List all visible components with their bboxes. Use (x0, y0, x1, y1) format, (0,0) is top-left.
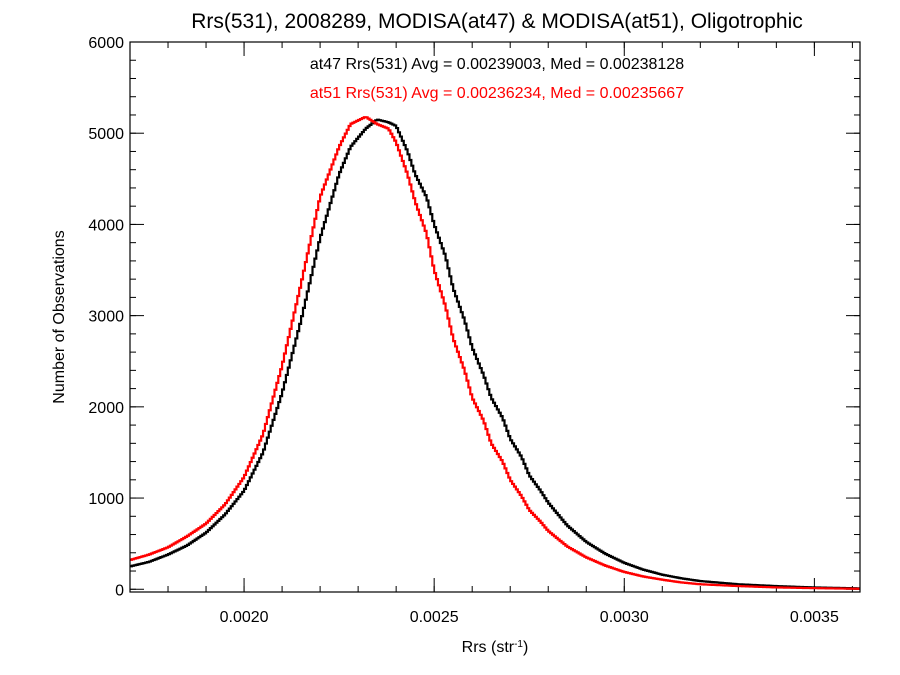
x-axis-label-main: Rrs (str (462, 639, 515, 656)
y-axis-label: Number of Observations (51, 230, 68, 403)
annotation-at47: at47 Rrs(531) Avg = 0.00239003, Med = 0.… (310, 56, 684, 73)
annotation-at51: at51 Rrs(531) Avg = 0.00236234, Med = 0.… (310, 85, 684, 102)
plot-frame (129, 41, 861, 593)
y-tick-label: 1000 (88, 491, 124, 508)
series-at51-histogram (130, 116, 860, 590)
x-tick-label: 0.0030 (600, 609, 649, 626)
y-tick-label: 0 (115, 582, 124, 599)
y-tick-label: 6000 (88, 35, 124, 52)
x-tick-label: 0.0025 (410, 609, 459, 626)
y-tick-label: 2000 (88, 400, 124, 417)
y-tick-label: 3000 (88, 309, 124, 326)
x-tick-label: 0.0020 (220, 609, 269, 626)
series-at47-histogram (130, 118, 860, 590)
y-tick-label: 4000 (88, 217, 124, 234)
chart-title: Rrs(531), 2008289, MODISA(at47) & MODISA… (191, 10, 803, 33)
x-tick-label: 0.0035 (790, 609, 839, 626)
x-axis-label-sup: -1 (514, 639, 523, 650)
x-axis-label-close: ) (523, 639, 528, 656)
y-axis-ticks: 0 1000 2000 3000 4000 5000 6000 (88, 35, 860, 599)
x-axis-label: Rrs (str-1) (462, 639, 529, 657)
series-layer (130, 116, 860, 590)
y-tick-label: 5000 (88, 126, 124, 143)
x-axis-ticks: 0.0020 0.0025 0.0030 0.0035 (129, 42, 853, 626)
